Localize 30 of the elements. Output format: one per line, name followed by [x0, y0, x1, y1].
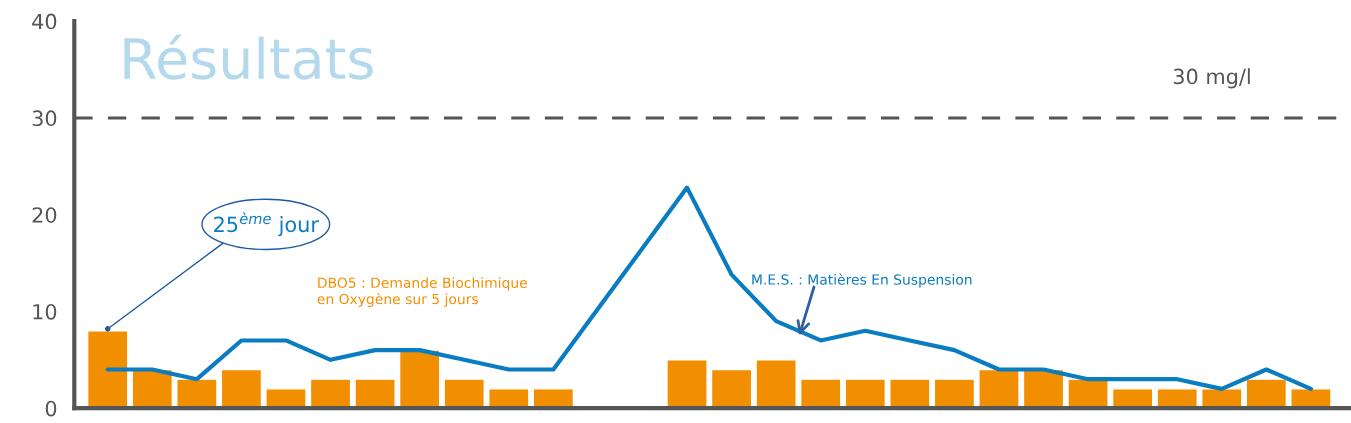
bar: [1156, 388, 1198, 409]
bar: [889, 378, 931, 409]
y-tick-label: 20: [32, 207, 57, 223]
bar: [309, 378, 352, 409]
ref-line-label: 30 mg/l: [1173, 68, 1250, 89]
y-tick-label: 30: [32, 110, 57, 127]
bar: [799, 378, 842, 409]
bar: [220, 368, 263, 409]
y-tick-label: 0: [45, 400, 57, 417]
bar: [265, 388, 307, 409]
bar: [933, 378, 976, 409]
bar: [398, 349, 441, 409]
text: DBO5 : Demande Biochimique en Oxygène sur 5 jours: [317, 277, 527, 307]
y-tick-label: 40: [32, 13, 57, 30]
bar: [978, 368, 1020, 409]
bar: [488, 388, 530, 409]
bar: [755, 359, 797, 409]
bar: [443, 378, 485, 409]
series-label: M.E.S. : Matières En Suspension: [752, 273, 972, 288]
line-series: [105, 185, 1313, 391]
annotation: 25$^{ème}$ jour: [214, 212, 319, 237]
bar: [354, 378, 396, 409]
y-tick-label: 10: [33, 303, 57, 320]
bar: [710, 368, 753, 409]
bar: [844, 378, 887, 409]
bar: [176, 378, 218, 409]
chart-title: Résultats: [124, 34, 373, 80]
bar: [86, 330, 129, 409]
bar: [1245, 378, 1288, 409]
bar: [666, 359, 708, 409]
